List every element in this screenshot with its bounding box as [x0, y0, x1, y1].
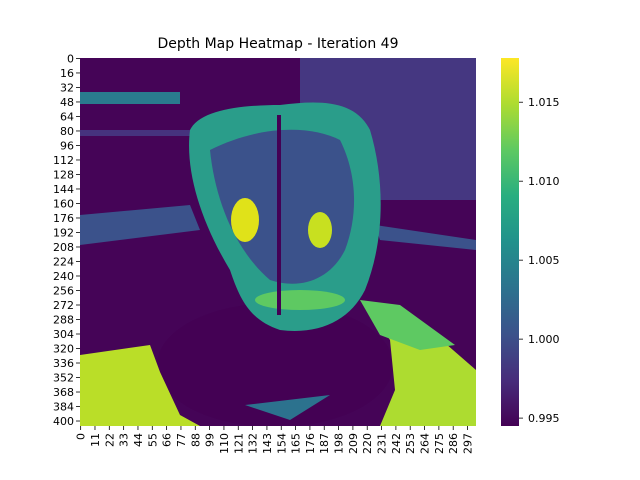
x-axis: 0 11 22 33 44 55 66 77 88 99 110 121 132 143 154 165 176… — [75, 426, 475, 454]
x-tick-label: 209 — [347, 433, 360, 454]
x-tick-label: 264 — [419, 433, 432, 454]
region-object-seam — [277, 115, 281, 315]
x-tick-label: 132 — [247, 433, 260, 454]
colorbar-axis: 0.995 1.000 1.005 1.010 1.015 — [519, 96, 560, 425]
y-tick-label: 16 — [60, 67, 74, 80]
y-tick-label: 304 — [53, 328, 74, 341]
y-tick-label: 368 — [53, 386, 74, 399]
colorbar-tick-label: 1.000 — [528, 333, 560, 346]
y-tick-label: 144 — [53, 183, 74, 196]
y-tick-label: 96 — [60, 139, 74, 152]
x-tick-label: 220 — [361, 433, 374, 454]
y-tick-label: 288 — [53, 313, 74, 326]
region-object-highlight-right — [308, 212, 332, 248]
region-disc — [157, 303, 393, 426]
region-right-ramp — [360, 300, 455, 350]
y-tick-label: 336 — [53, 357, 74, 370]
x-tick-label: 198 — [333, 433, 346, 454]
x-tick-label: 253 — [404, 433, 417, 454]
y-tick-label: 384 — [53, 401, 74, 414]
y-tick-label: 400 — [53, 415, 74, 428]
region-left-wall — [80, 205, 200, 245]
colorbar-tick-label: 1.015 — [528, 96, 560, 109]
chart-title: Depth Map Heatmap - Iteration 49 — [157, 36, 398, 52]
x-tick-label: 11 — [89, 433, 102, 447]
x-tick-label: 66 — [161, 433, 174, 447]
x-tick-label: 77 — [175, 433, 188, 447]
y-tick-label: 352 — [53, 372, 74, 385]
y-tick-label: 240 — [53, 270, 74, 283]
region-bottom-left-floor — [80, 345, 200, 426]
y-tick-label: 192 — [53, 226, 74, 239]
y-tick-label: 320 — [53, 343, 74, 356]
x-tick-label: 22 — [103, 433, 116, 447]
x-tick-label: 275 — [433, 433, 446, 454]
region-right-wall — [375, 225, 476, 250]
colorbar-tick-label: 1.010 — [528, 175, 560, 188]
y-tick-label: 224 — [53, 255, 74, 268]
region-upper-wall — [300, 58, 476, 200]
y-tick-label: 64 — [60, 110, 74, 123]
colorbar-tick-label: 0.995 — [528, 412, 560, 425]
region-shelf-2 — [80, 130, 190, 136]
y-tick-label: 208 — [53, 241, 74, 254]
heatmap-plot — [80, 58, 476, 426]
y-tick-label: 80 — [60, 125, 74, 138]
x-tick-label: 286 — [447, 433, 460, 454]
x-tick-label: 44 — [132, 433, 145, 447]
x-tick-label: 165 — [290, 433, 303, 454]
x-tick-label: 55 — [146, 433, 159, 447]
x-tick-label: 88 — [189, 433, 202, 447]
region-object-rim — [255, 290, 345, 310]
colorbar — [501, 58, 519, 426]
y-tick-label: 128 — [53, 168, 74, 181]
x-tick-label: 297 — [462, 433, 475, 454]
region-shelf-1 — [80, 92, 180, 104]
region-object-highlight-left — [231, 198, 259, 242]
x-tick-label: 143 — [261, 433, 274, 454]
y-tick-label: 272 — [53, 299, 74, 312]
y-tick-label: 112 — [53, 154, 74, 167]
y-tick-label: 48 — [60, 96, 74, 109]
x-tick-label: 176 — [304, 433, 317, 454]
x-tick-label: 0 — [75, 433, 88, 440]
colorbar-tick-label: 1.005 — [528, 254, 560, 267]
y-tick-label: 0 — [67, 52, 74, 65]
region-logo-mark — [245, 395, 330, 420]
y-tick-label: 32 — [60, 81, 74, 94]
x-tick-label: 187 — [318, 433, 331, 454]
x-tick-label: 99 — [204, 433, 217, 447]
y-tick-label: 256 — [53, 284, 74, 297]
y-tick-label: 176 — [53, 212, 74, 225]
x-tick-label: 110 — [218, 433, 231, 454]
x-tick-label: 154 — [275, 433, 288, 454]
x-tick-label: 242 — [390, 433, 403, 454]
x-tick-label: 231 — [376, 433, 389, 454]
x-tick-label: 121 — [232, 433, 245, 454]
x-tick-label: 33 — [118, 433, 131, 447]
y-tick-label: 160 — [53, 197, 74, 210]
